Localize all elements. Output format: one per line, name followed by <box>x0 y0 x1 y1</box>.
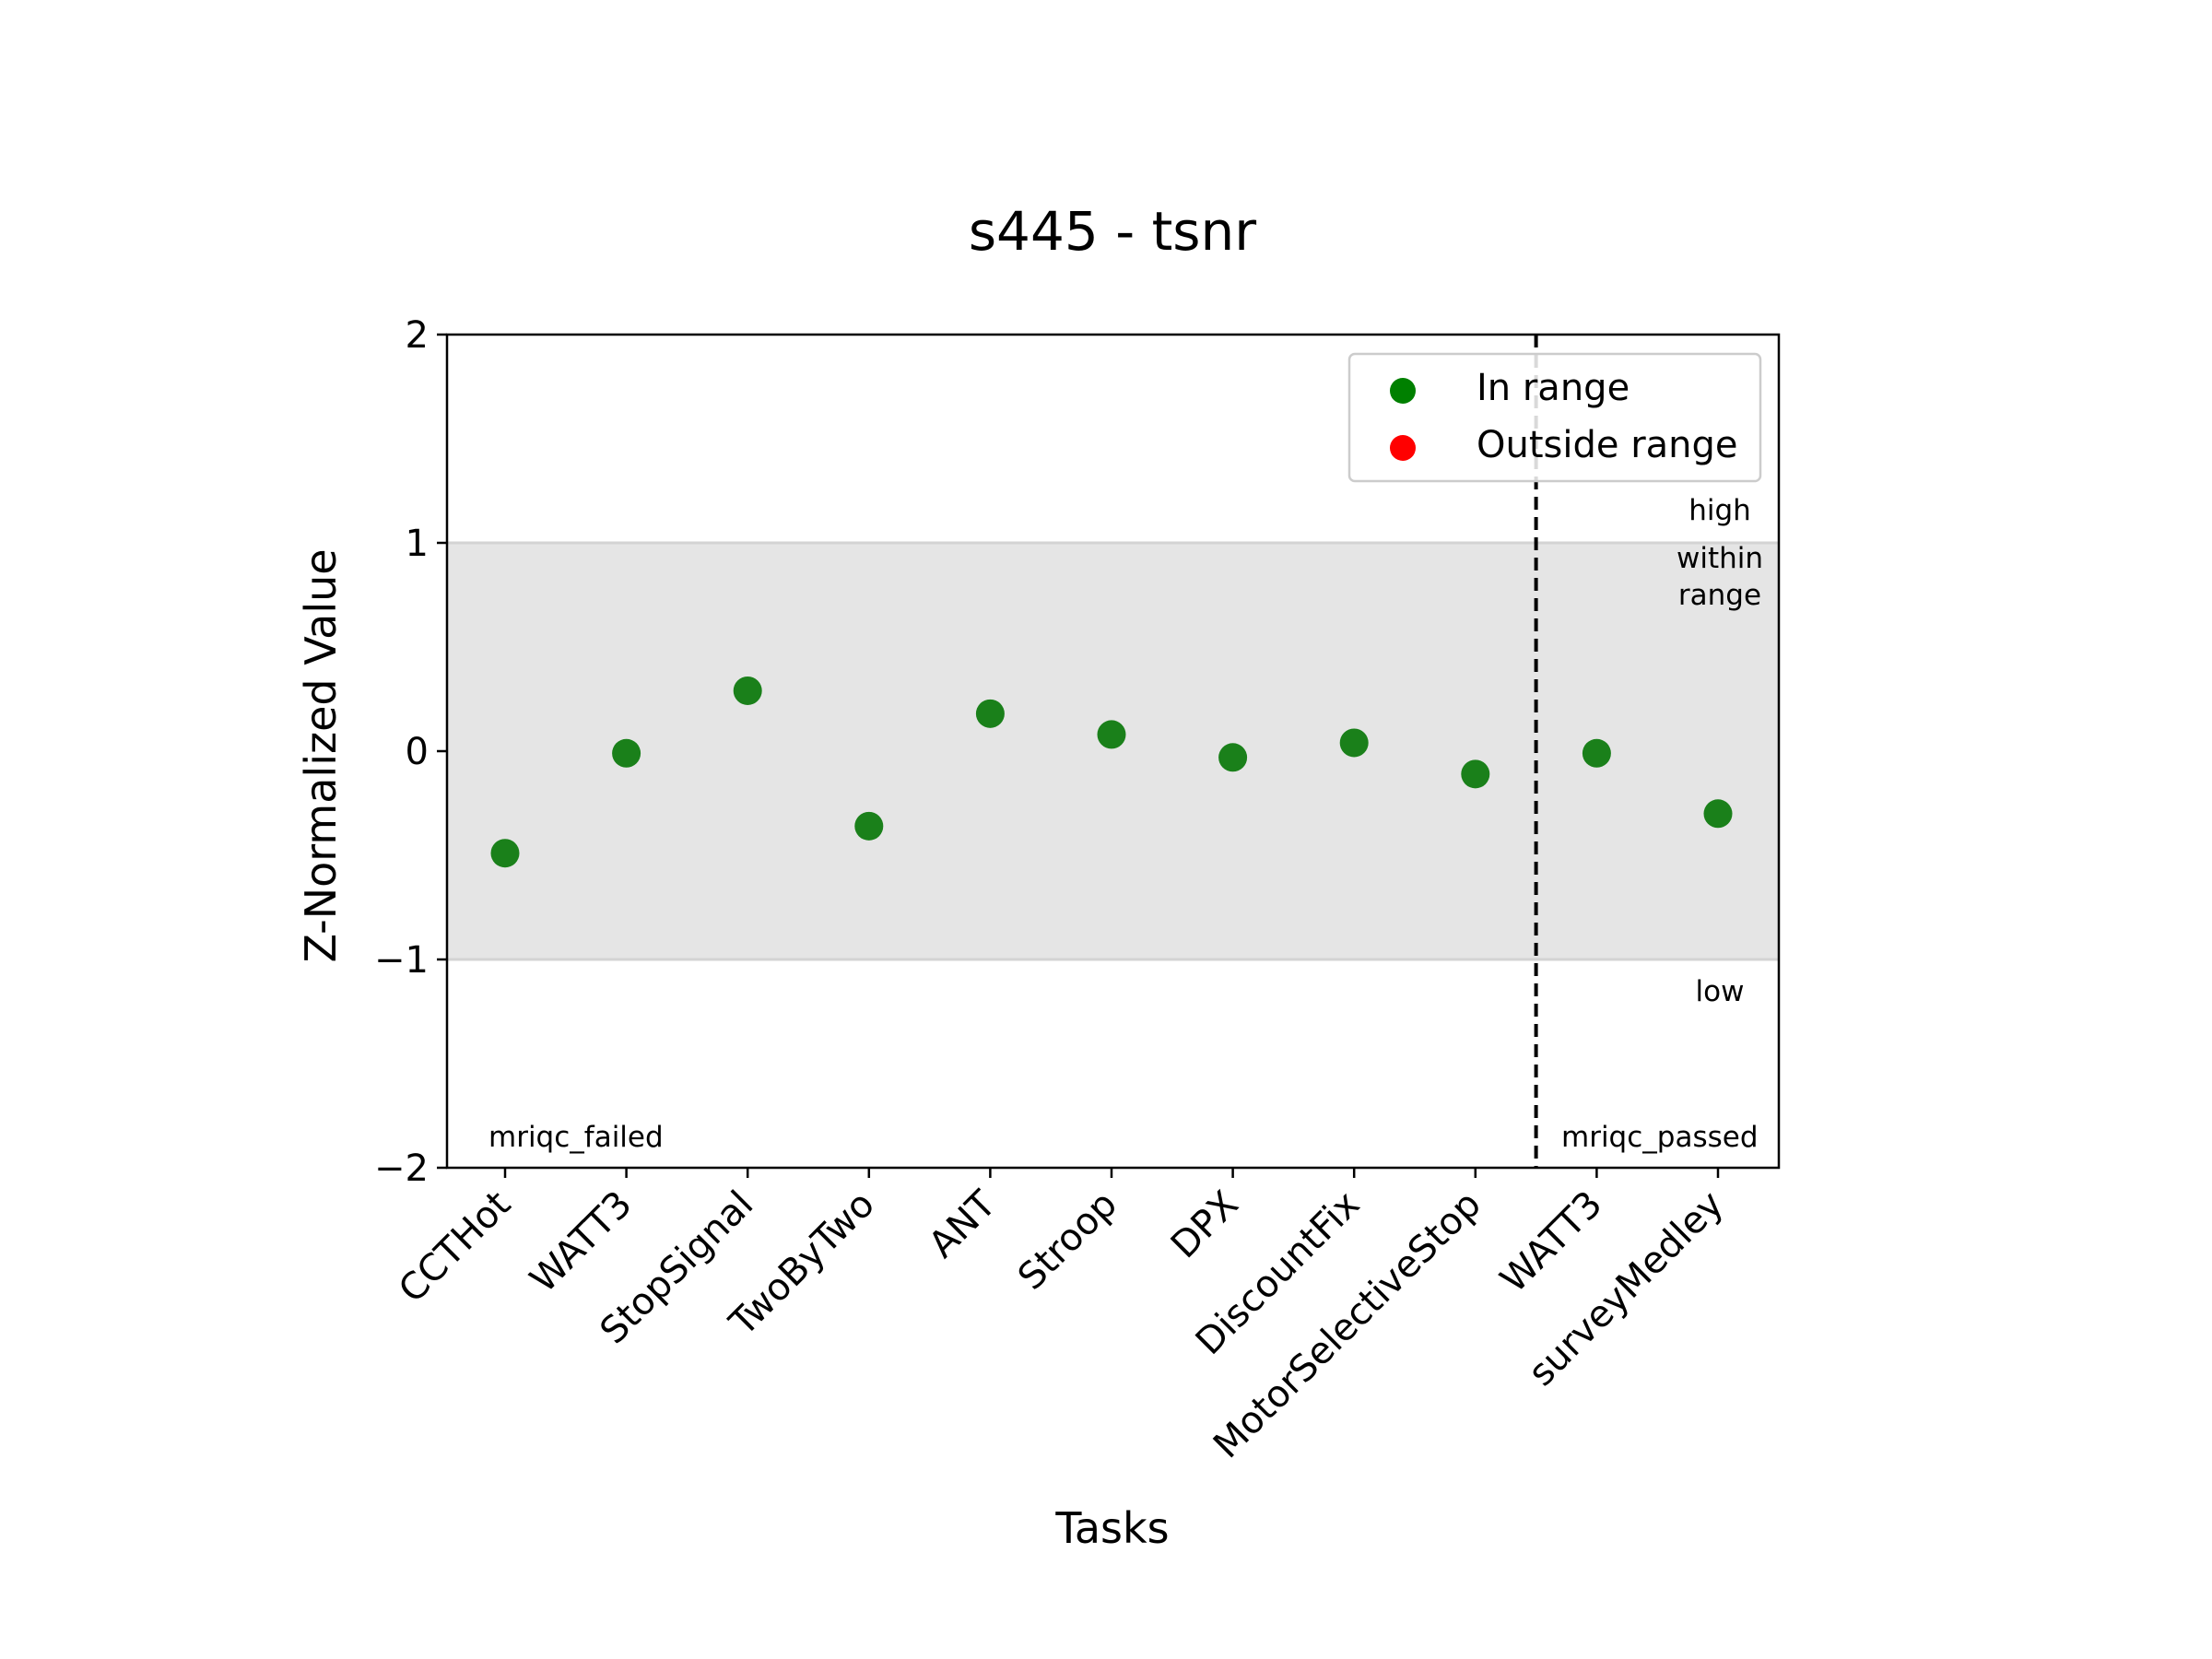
data-point-8 <box>1339 728 1369 758</box>
annotation-low: low <box>1696 975 1745 1008</box>
data-point-1 <box>490 839 520 868</box>
legend-label-in-range: In range <box>1477 367 1630 409</box>
data-point-4 <box>854 811 884 841</box>
data-point-11 <box>1703 799 1733 829</box>
data-point-9 <box>1461 759 1490 789</box>
annotation-mriqc-passed: mriqc_passed <box>1561 1121 1759 1154</box>
data-point-2 <box>612 738 641 768</box>
data-point-5 <box>975 699 1005 728</box>
legend-marker-in-range <box>1390 378 1416 404</box>
chart-title: s445 - tsnr <box>969 200 1256 263</box>
legend-label-outside-range: Outside range <box>1477 424 1738 466</box>
annotation-high: high <box>1688 494 1751 527</box>
legend-box <box>1347 352 1762 483</box>
y-axis-label: Z-Normalized Value <box>296 548 346 962</box>
annotation-range: range <box>1678 579 1761 612</box>
data-point-10 <box>1582 738 1611 768</box>
data-point-7 <box>1218 743 1248 772</box>
y-axis: 2 1 0 −1 −2 <box>374 314 447 1190</box>
plot-area <box>445 333 1781 1170</box>
y-tick-label: 0 <box>406 731 429 773</box>
data-points <box>490 676 1733 868</box>
y-tick-label: −1 <box>374 939 429 982</box>
y-tick-label: 1 <box>406 523 429 565</box>
y-tick-label: −2 <box>374 1147 429 1190</box>
y-tick-label: 2 <box>406 314 429 357</box>
legend-marker-outside-range <box>1390 435 1416 461</box>
annotation-within: within <box>1677 542 1763 575</box>
data-point-6 <box>1097 720 1126 749</box>
data-point-3 <box>733 676 762 705</box>
annotation-mriqc-failed: mriqc_failed <box>488 1121 664 1154</box>
x-axis-label: Tasks <box>1054 1503 1169 1553</box>
in-range-band <box>447 543 1779 959</box>
legend: In range Outside range <box>1347 352 1762 483</box>
